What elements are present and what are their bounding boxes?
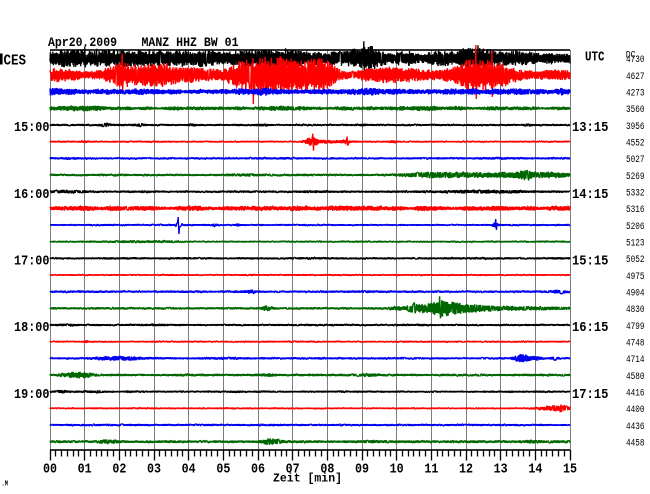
svg-text:09: 09 (355, 461, 369, 477)
svg-text:17:15: 17:15 (572, 388, 608, 403)
svg-text:16:15: 16:15 (572, 321, 608, 336)
svg-text:14: 14 (528, 461, 542, 477)
svg-text:17:00: 17:00 (14, 255, 50, 270)
svg-text:18:00: 18:00 (14, 321, 50, 336)
svg-text:00: 00 (43, 461, 57, 477)
svg-text:13: 13 (494, 461, 508, 477)
svg-text:5316: 5316 (626, 205, 645, 216)
svg-text:5052: 5052 (626, 255, 645, 266)
svg-text:4552: 4552 (626, 138, 645, 149)
svg-text:15: 15 (563, 461, 577, 477)
svg-text:16:00: 16:00 (14, 188, 50, 203)
svg-text:15:00: 15:00 (14, 121, 50, 136)
svg-text:CES: CES (4, 52, 27, 69)
svg-text:4730: 4730 (626, 55, 645, 66)
svg-text:Zeit [min]: Zeit [min] (273, 472, 342, 486)
svg-text:06: 06 (251, 461, 265, 477)
svg-text:15:15: 15:15 (572, 255, 608, 270)
svg-text:10: 10 (390, 461, 404, 477)
svg-text:5332: 5332 (626, 188, 645, 199)
svg-text:.M: .M (2, 481, 9, 489)
svg-text:03: 03 (147, 461, 161, 477)
svg-text:4400: 4400 (626, 405, 645, 416)
svg-text:02: 02 (112, 461, 126, 477)
svg-text:4748: 4748 (626, 338, 645, 349)
svg-text:4714: 4714 (626, 355, 645, 366)
svg-text:07: 07 (286, 461, 300, 477)
svg-text:4436: 4436 (626, 422, 645, 433)
svg-text:MANZ HHZ BW 01: MANZ HHZ BW 01 (142, 35, 239, 50)
svg-text:4799: 4799 (626, 322, 645, 333)
svg-text:5123: 5123 (626, 238, 645, 249)
svg-text:3956: 3956 (626, 122, 645, 133)
svg-text:Apr20,2009: Apr20,2009 (48, 35, 117, 50)
svg-text:4580: 4580 (626, 372, 645, 383)
svg-text:4904: 4904 (626, 288, 645, 299)
svg-text:13:15: 13:15 (572, 121, 608, 136)
svg-text:DC: DC (626, 51, 636, 62)
svg-text:05: 05 (216, 461, 230, 477)
svg-text:4830: 4830 (626, 305, 645, 316)
svg-text:4273: 4273 (626, 88, 645, 99)
svg-text:4458: 4458 (626, 438, 645, 449)
svg-text:5027: 5027 (626, 155, 645, 166)
svg-text:19:00: 19:00 (14, 388, 50, 403)
svg-text:3560: 3560 (626, 105, 645, 116)
svg-text:11: 11 (424, 461, 438, 477)
svg-text:5206: 5206 (626, 222, 645, 233)
svg-text:4975: 4975 (626, 272, 645, 283)
svg-text:12: 12 (459, 461, 473, 477)
svg-text:5269: 5269 (626, 172, 645, 183)
svg-text:UTC: UTC (585, 50, 605, 66)
svg-text:4416: 4416 (626, 388, 645, 399)
svg-text:08: 08 (320, 461, 334, 477)
svg-text:4627: 4627 (626, 72, 645, 83)
svg-text:04: 04 (182, 461, 196, 477)
svg-text:14:15: 14:15 (572, 188, 608, 203)
svg-text:01: 01 (78, 461, 92, 477)
